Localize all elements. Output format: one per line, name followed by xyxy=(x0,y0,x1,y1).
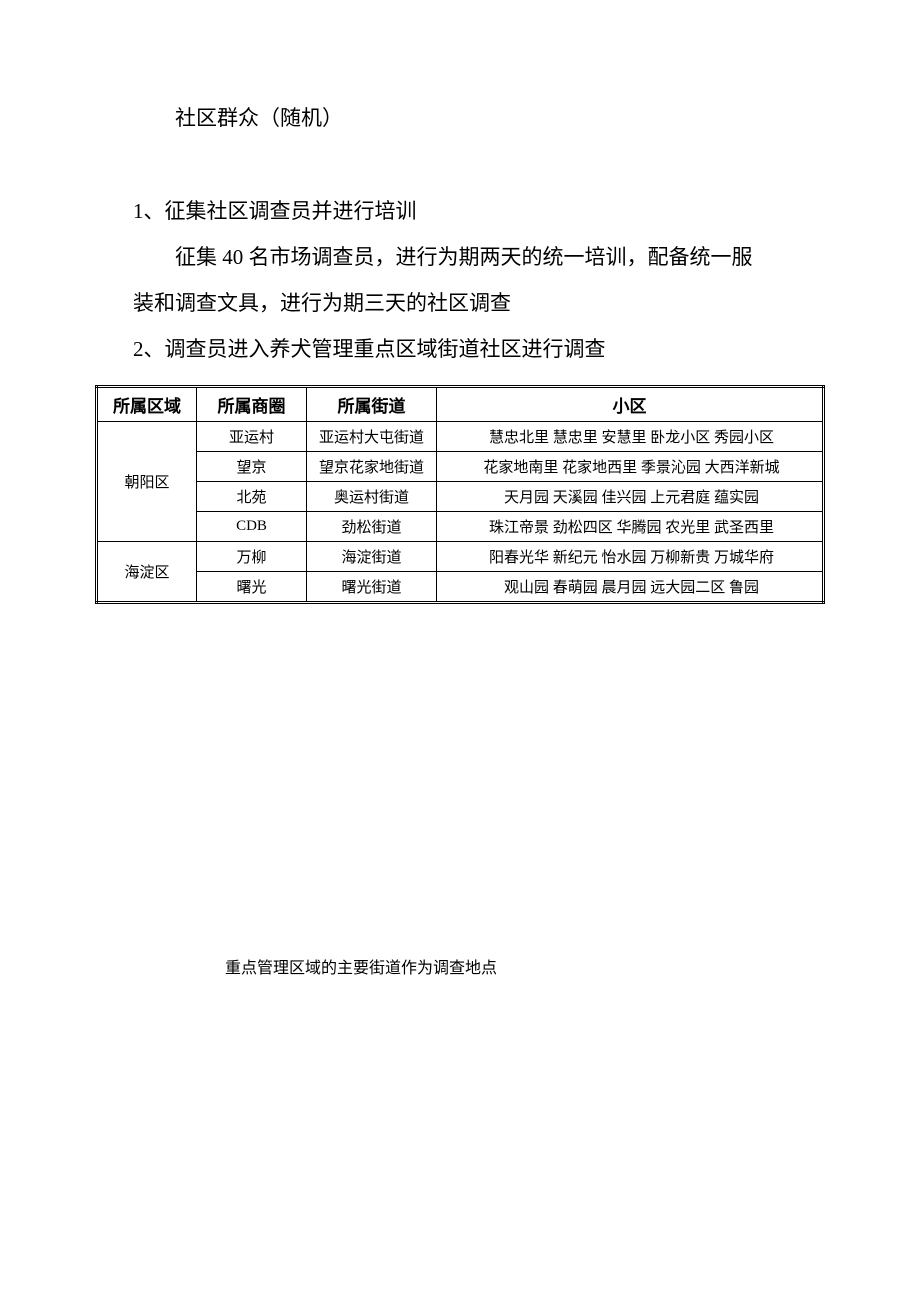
section-2-heading: 2、调查员进入养犬管理重点区域街道社区进行调查 xyxy=(95,326,825,372)
cell-region: 朝阳区 xyxy=(97,421,197,541)
cell-street: 劲松街道 xyxy=(307,511,437,541)
table-row: 北苑 奥运村街道 天月园 天溪园 佳兴园 上元君庭 蕴实园 xyxy=(97,481,824,511)
cell-circle: 曙光 xyxy=(197,571,307,602)
cell-circle: 亚运村 xyxy=(197,421,307,451)
cell-communities: 天月园 天溪园 佳兴园 上元君庭 蕴实园 xyxy=(437,481,824,511)
section-1-body-line2: 装和调查文具，进行为期三天的社区调查 xyxy=(95,280,825,326)
section-1-number: 1、 xyxy=(133,199,165,223)
table-row: CDB 劲松街道 珠江帝景 劲松四区 华腾园 农光里 武圣西里 xyxy=(97,511,824,541)
header-circle: 所属商圈 xyxy=(197,386,307,421)
cell-street: 望京花家地街道 xyxy=(307,451,437,481)
section-1-body-line1: 征集 40 名市场调查员，进行为期两天的统一培训，配备统一服 xyxy=(95,234,825,280)
cell-circle: CDB xyxy=(197,511,307,541)
survey-table-wrapper: 所属区域 所属商圈 所属街道 小区 朝阳区 亚运村 亚运村大屯街道 慧忠北里 慧… xyxy=(95,385,825,604)
cell-street: 奥运村街道 xyxy=(307,481,437,511)
cell-communities: 花家地南里 花家地西里 季景沁园 大西洋新城 xyxy=(437,451,824,481)
section-1-title: 征集社区调查员并进行培训 xyxy=(165,199,417,223)
table-header-row: 所属区域 所属商圈 所属街道 小区 xyxy=(97,386,824,421)
table-row: 望京 望京花家地街道 花家地南里 花家地西里 季景沁园 大西洋新城 xyxy=(97,451,824,481)
section-2-number: 2、 xyxy=(133,337,165,361)
header-street: 所属街道 xyxy=(307,386,437,421)
table-body: 朝阳区 亚运村 亚运村大屯街道 慧忠北里 慧忠里 安慧里 卧龙小区 秀园小区 望… xyxy=(97,421,824,602)
cell-street: 亚运村大屯街道 xyxy=(307,421,437,451)
cell-communities: 阳春光华 新纪元 怡水园 万柳新贵 万城华府 xyxy=(437,541,824,571)
table-row: 朝阳区 亚运村 亚运村大屯街道 慧忠北里 慧忠里 安慧里 卧龙小区 秀园小区 xyxy=(97,421,824,451)
cell-circle: 北苑 xyxy=(197,481,307,511)
header-region: 所属区域 xyxy=(97,386,197,421)
cell-communities: 珠江帝景 劲松四区 华腾园 农光里 武圣西里 xyxy=(437,511,824,541)
cell-communities: 观山园 春萌园 晨月园 远大园二区 鲁园 xyxy=(437,571,824,602)
header-community: 小区 xyxy=(437,386,824,421)
intro-paragraph: 社区群众（随机） xyxy=(95,100,825,138)
cell-circle: 望京 xyxy=(197,451,307,481)
document-body: 社区群众（随机） 1、征集社区调查员并进行培训 征集 40 名市场调查员，进行为… xyxy=(95,100,825,978)
cell-communities: 慧忠北里 慧忠里 安慧里 卧龙小区 秀园小区 xyxy=(437,421,824,451)
cell-street: 曙光街道 xyxy=(307,571,437,602)
section-1-heading: 1、征集社区调查员并进行培训 xyxy=(95,188,825,234)
survey-table: 所属区域 所属商圈 所属街道 小区 朝阳区 亚运村 亚运村大屯街道 慧忠北里 慧… xyxy=(95,385,825,604)
cell-street: 海淀街道 xyxy=(307,541,437,571)
table-row: 曙光 曙光街道 观山园 春萌园 晨月园 远大园二区 鲁园 xyxy=(97,571,824,602)
section-2-title: 调查员进入养犬管理重点区域街道社区进行调查 xyxy=(165,337,606,361)
footnote-text: 重点管理区域的主要街道作为调查地点 xyxy=(95,954,825,978)
cell-region: 海淀区 xyxy=(97,541,197,602)
cell-circle: 万柳 xyxy=(197,541,307,571)
table-row: 海淀区 万柳 海淀街道 阳春光华 新纪元 怡水园 万柳新贵 万城华府 xyxy=(97,541,824,571)
